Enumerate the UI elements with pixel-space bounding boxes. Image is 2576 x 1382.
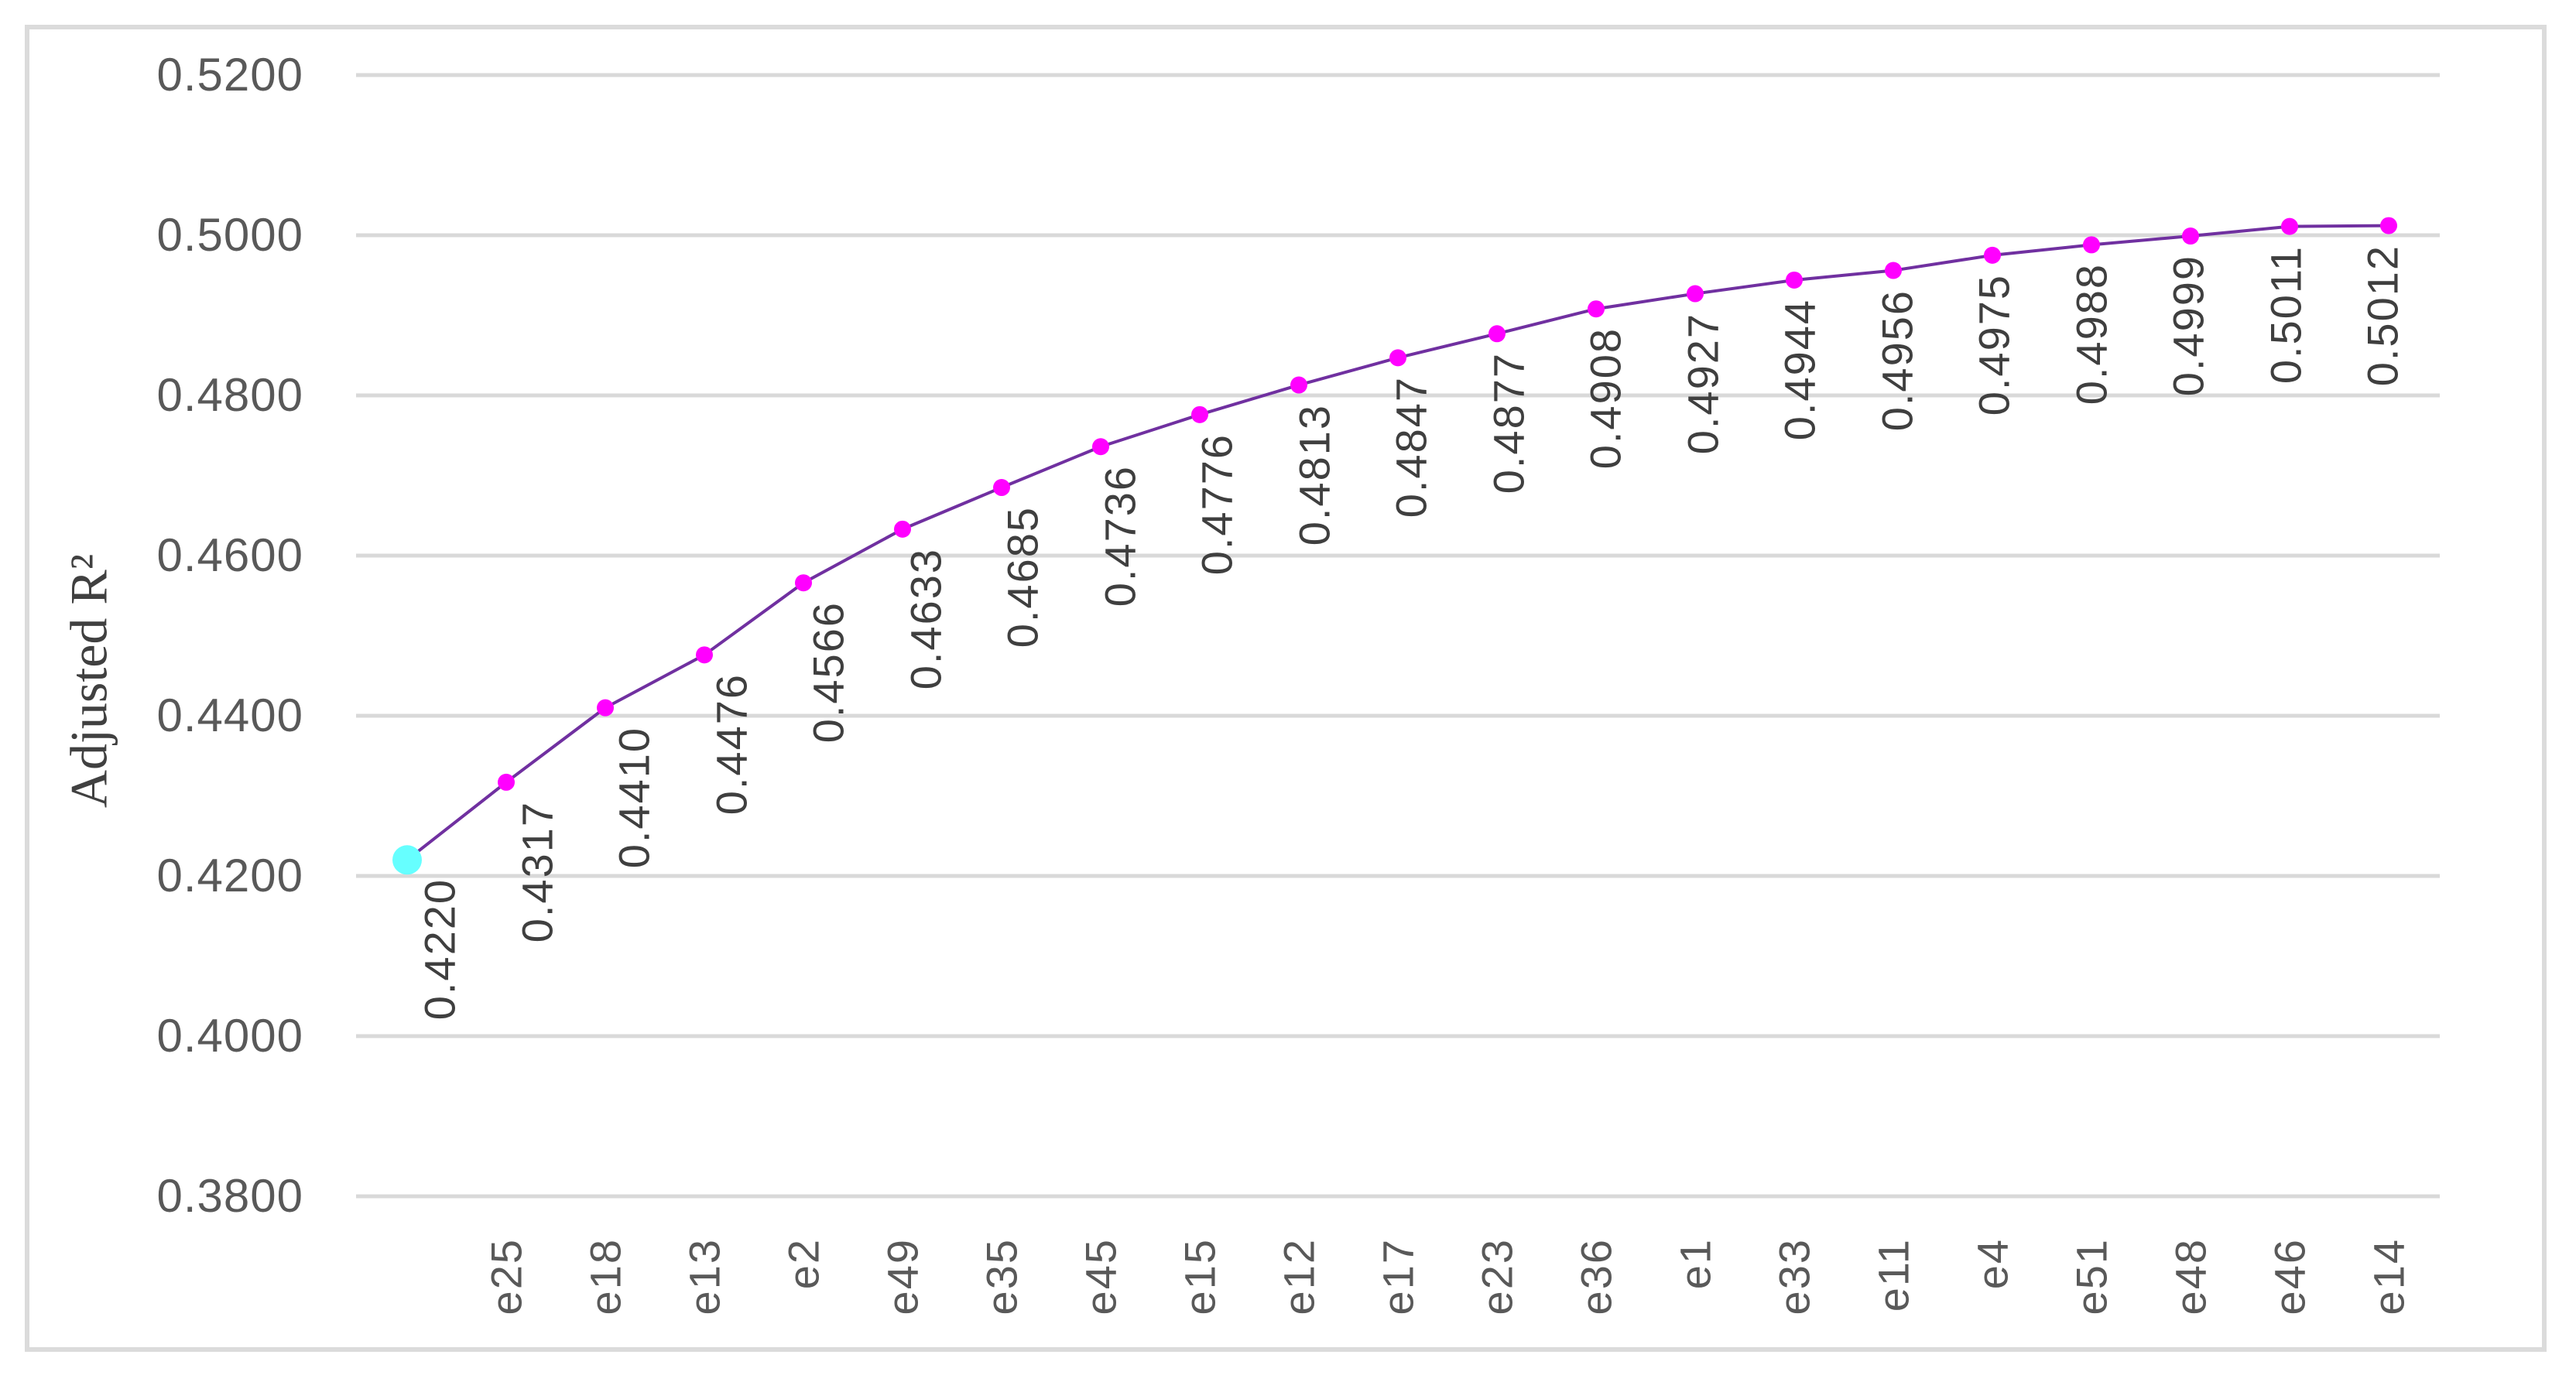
x-axis-category-label: e12 xyxy=(1274,1238,1324,1315)
x-axis-category-label: e23 xyxy=(1472,1238,1522,1315)
data-point-marker xyxy=(1786,271,1803,289)
data-point-marker xyxy=(1984,246,2001,264)
data-point-value-label: 0.4956 xyxy=(1872,289,1921,431)
data-point-marker xyxy=(894,520,911,538)
x-axis-category-label: e33 xyxy=(1769,1238,1819,1315)
x-axis-category-label: e13 xyxy=(680,1238,729,1315)
data-point-marker xyxy=(2380,217,2397,234)
x-axis-category-label: e14 xyxy=(2364,1238,2413,1315)
data-point-value-label: 0.4877 xyxy=(1484,352,1533,494)
chart-border xyxy=(25,25,2547,1352)
data-point-marker xyxy=(1191,405,1208,423)
data-point-marker xyxy=(993,479,1010,497)
data-point-value-label: 0.4927 xyxy=(1678,312,1727,454)
x-axis-category-label: e1 xyxy=(1670,1238,1720,1290)
x-axis-category-label: e17 xyxy=(1373,1238,1423,1315)
y-axis-tick-label: 0.5000 xyxy=(156,209,303,261)
y-axis-tick-label: 0.4000 xyxy=(156,1010,303,1062)
data-point-marker xyxy=(1488,325,1506,343)
data-point-value-label: 0.4685 xyxy=(998,506,1047,648)
data-point-value-label: 0.4317 xyxy=(512,800,561,943)
x-axis-category-label: e48 xyxy=(2166,1238,2215,1315)
x-axis-category-label: e51 xyxy=(2067,1238,2116,1315)
data-point-value-label: 0.4975 xyxy=(1969,273,2019,416)
x-axis-category-label: e25 xyxy=(481,1238,531,1315)
x-axis-category-label: e18 xyxy=(581,1238,630,1315)
x-axis-category-label: e46 xyxy=(2265,1238,2314,1315)
data-point-value-label: 0.4847 xyxy=(1386,376,1436,518)
data-point-value-label: 0.5012 xyxy=(2358,244,2407,386)
data-point-value-label: 0.4776 xyxy=(1192,433,1242,576)
data-point-marker xyxy=(1885,262,1902,279)
y-axis-tick-label: 0.3800 xyxy=(156,1170,303,1222)
data-point-value-label: 0.5011 xyxy=(2261,245,2310,384)
x-axis-category-label: e49 xyxy=(878,1238,927,1315)
data-point-value-label: 0.4944 xyxy=(1775,298,1824,441)
data-point-value-label: 0.4566 xyxy=(803,601,853,744)
x-axis-category-label: e45 xyxy=(1076,1238,1125,1315)
data-point-marker xyxy=(2182,227,2199,245)
data-point-marker xyxy=(2083,236,2100,254)
x-axis-category-label: e15 xyxy=(1175,1238,1225,1315)
x-axis-category-label: e2 xyxy=(779,1238,828,1290)
data-point-marker xyxy=(1092,438,1109,456)
data-point-marker xyxy=(795,574,812,592)
y-axis-tick-label: 0.4800 xyxy=(156,369,303,421)
data-point-value-label: 0.4999 xyxy=(2163,255,2213,397)
x-axis-category-label: e36 xyxy=(1571,1238,1621,1315)
data-point-marker xyxy=(2281,217,2298,235)
data-point-marker xyxy=(696,646,713,664)
data-point-value-label: 0.4813 xyxy=(1290,403,1338,546)
data-point-value-label: 0.4410 xyxy=(609,726,659,868)
y-axis-tick-label: 0.5200 xyxy=(156,49,303,101)
data-point-value-label: 0.4476 xyxy=(707,673,755,816)
data-point-marker xyxy=(1389,349,1406,367)
data-point-marker xyxy=(597,699,614,717)
data-point-value-label: 0.4736 xyxy=(1095,465,1144,607)
x-axis-category-label: e4 xyxy=(1968,1238,2017,1290)
x-axis-category-label: e35 xyxy=(977,1238,1026,1315)
x-axis-category-label: e11 xyxy=(1869,1238,1918,1312)
y-axis-tick-label: 0.4600 xyxy=(156,529,303,581)
data-point-value-label: 0.4988 xyxy=(2067,263,2115,405)
data-point-marker xyxy=(1687,285,1704,303)
data-point-marker xyxy=(498,773,515,791)
y-axis-tick-label: 0.4400 xyxy=(156,689,303,741)
data-point-marker xyxy=(1588,300,1605,318)
data-point-marker xyxy=(1290,376,1307,394)
data-point-value-label: 0.4908 xyxy=(1581,327,1630,470)
data-point-value-label: 0.4220 xyxy=(415,878,464,1021)
highlighted-data-point-marker xyxy=(392,845,422,875)
data-point-value-label: 0.4633 xyxy=(901,547,950,690)
y-axis-tick-label: 0.4200 xyxy=(156,850,303,901)
